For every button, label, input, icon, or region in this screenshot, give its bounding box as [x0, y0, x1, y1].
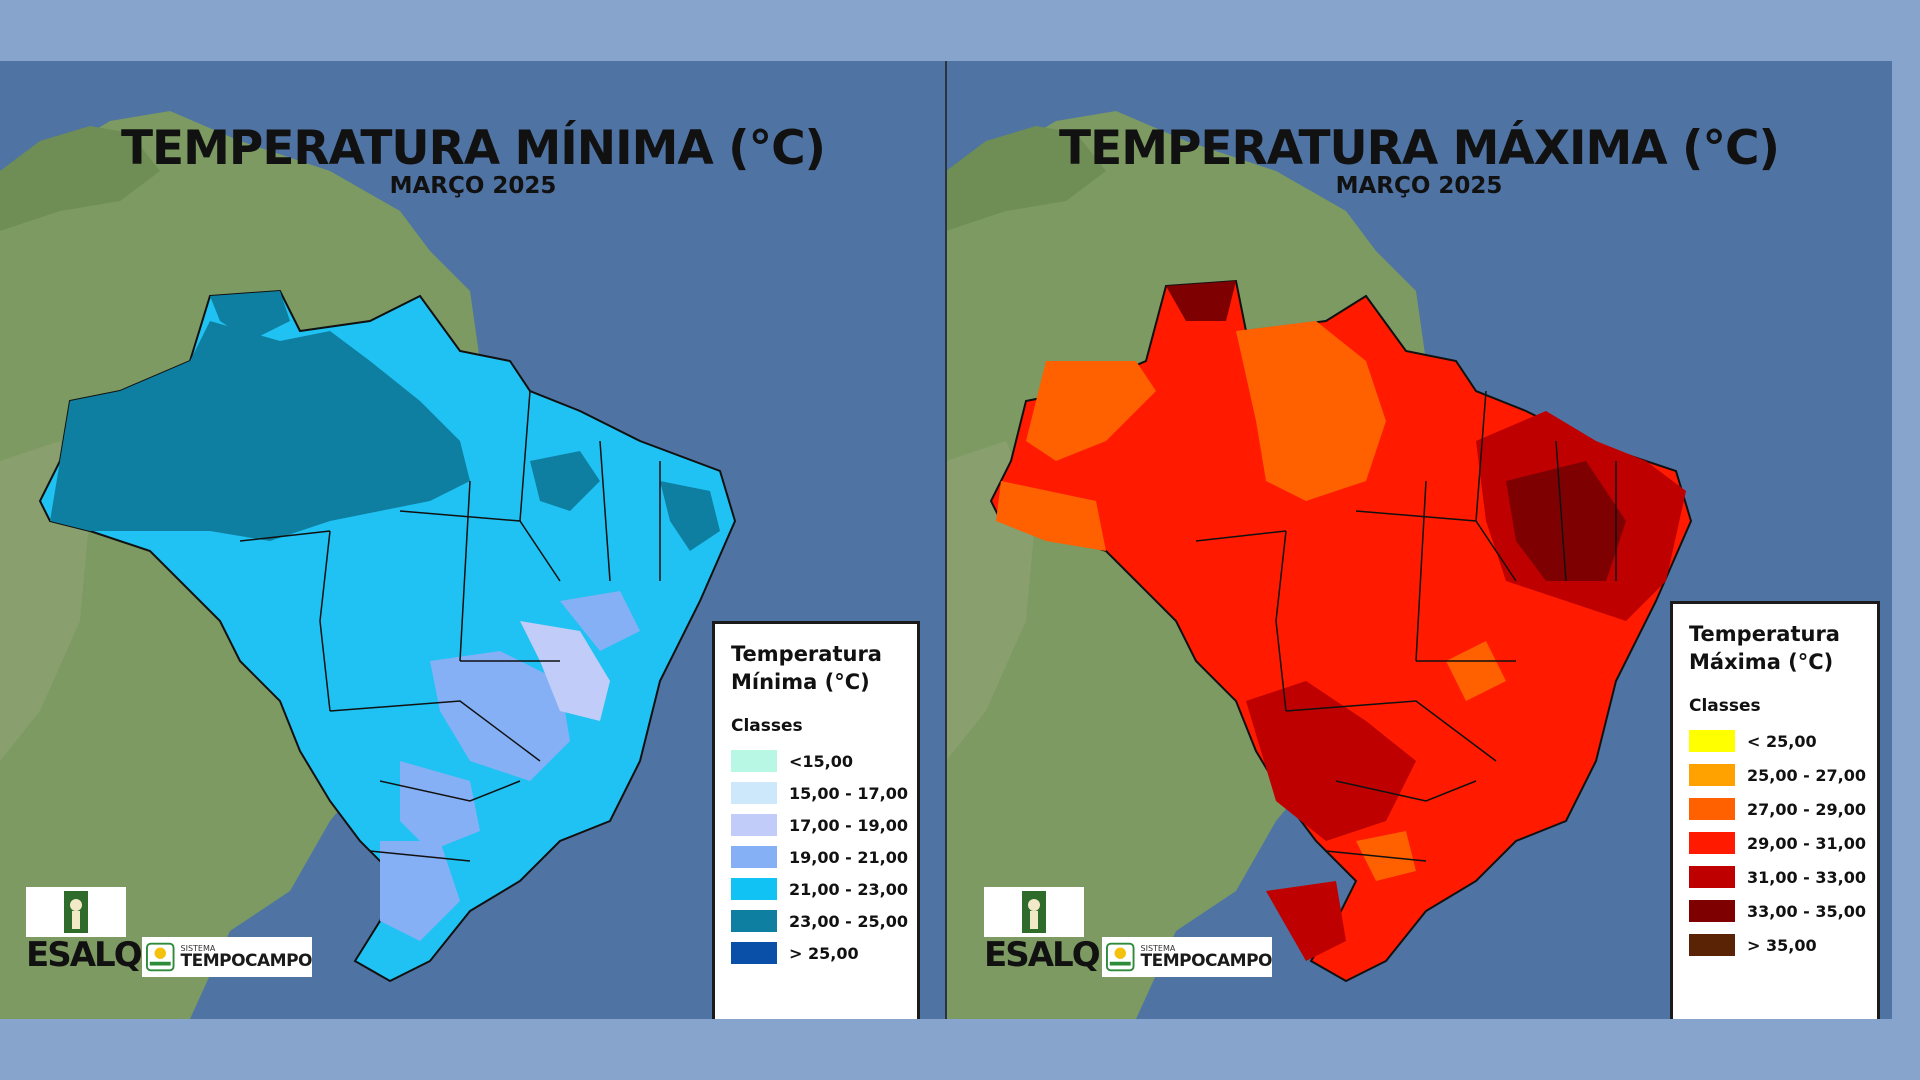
legend-swatch: [731, 878, 777, 900]
legend-swatch: [1689, 798, 1735, 820]
seal-icon: [64, 891, 88, 933]
legend-classes-label: Classes: [731, 716, 803, 736]
legend-item-label: > 25,00: [789, 943, 859, 963]
legend-item-label: 17,00 - 19,00: [789, 815, 908, 835]
seal-icon: [1022, 891, 1046, 933]
legend-swatch: [731, 910, 777, 932]
legend-item-label: > 35,00: [1747, 935, 1817, 955]
legend-item: 15,00 - 17,00: [731, 782, 908, 804]
legend-item-label: 23,00 - 25,00: [789, 911, 908, 931]
legend-item: 33,00 - 35,00: [1689, 900, 1866, 922]
tempocampo-icon: [1106, 942, 1135, 972]
tempocampo-wordmark: TEMPOCAMPO: [180, 950, 313, 971]
minimum-temperature-map: [0, 61, 946, 1019]
legend-item: <15,00: [731, 750, 853, 772]
legend-item: 21,00 - 23,00: [731, 878, 908, 900]
legend-item-label: 27,00 - 29,00: [1747, 799, 1866, 819]
panel-divider: [945, 61, 947, 1019]
map-title: TEMPERATURA MÍNIMA (°C): [120, 121, 826, 176]
esalq-emblem: [984, 887, 1084, 937]
legend-item-label: 21,00 - 23,00: [789, 879, 908, 899]
legend-swatch: [1689, 730, 1735, 752]
map-panel-maximum: TEMPERATURA MÁXIMA (°C) MARÇO 2025 Tempe…: [946, 61, 1892, 1019]
legend-item: 31,00 - 33,00: [1689, 866, 1866, 888]
legend-box: Temperatura Mínima (°C) Classes <15,00 1…: [712, 621, 920, 1019]
tempocampo-logo: SISTEMA TEMPOCAMPO: [1102, 937, 1272, 977]
legend-item-label: 25,00 - 27,00: [1747, 765, 1866, 785]
legend-swatch: [731, 846, 777, 868]
maximum-temperature-map: [946, 61, 1892, 1019]
map-subtitle: MARÇO 2025: [1335, 173, 1503, 199]
esalq-wordmark: ESALQ: [984, 935, 1101, 975]
legend-classes-label: Classes: [1689, 696, 1761, 716]
legend-item-label: <15,00: [789, 751, 854, 771]
legend-title-line1: Temperatura: [731, 642, 882, 666]
legend-item: > 35,00: [1689, 934, 1817, 956]
legend-swatch: [731, 814, 777, 836]
tempocampo-icon: [146, 942, 175, 972]
esalq-logo: ESALQ: [26, 887, 143, 975]
legend-swatch: [731, 782, 777, 804]
legend-item: 29,00 - 31,00: [1689, 832, 1866, 854]
legend-item: 25,00 - 27,00: [1689, 764, 1866, 786]
tempocampo-logo: SISTEMA TEMPOCAMPO: [142, 937, 312, 977]
legend-item: 17,00 - 19,00: [731, 814, 908, 836]
legend-title-line1: Temperatura: [1689, 622, 1840, 646]
legend-box: Temperatura Máxima (°C) Classes < 25,00 …: [1670, 601, 1880, 1019]
legend-item: 23,00 - 25,00: [731, 910, 908, 932]
tempocampo-wordmark: TEMPOCAMPO: [1140, 950, 1273, 971]
legend-swatch: [1689, 866, 1735, 888]
esalq-wordmark: ESALQ: [26, 935, 143, 975]
tempocampo-small: SISTEMA: [180, 943, 216, 953]
legend-item-label: 31,00 - 33,00: [1747, 867, 1866, 887]
esalq-emblem: [26, 887, 126, 937]
legend-item: > 25,00: [731, 942, 859, 964]
legend-swatch: [1689, 764, 1735, 786]
map-panel-minimum: TEMPERATURA MÍNIMA (°C) MARÇO 2025 Tempe…: [0, 61, 946, 1019]
legend-title-line2: Máxima (°C): [1689, 650, 1834, 674]
legend-item: < 25,00: [1689, 730, 1817, 752]
esalq-logo: ESALQ: [984, 887, 1101, 975]
legend-item-label: 33,00 - 35,00: [1747, 901, 1866, 921]
legend-title-line2: Mínima (°C): [731, 670, 870, 694]
legend-item-label: < 25,00: [1747, 731, 1817, 751]
legend-swatch: [731, 750, 777, 772]
legend-item: 19,00 - 21,00: [731, 846, 908, 868]
legend-item: 27,00 - 29,00: [1689, 798, 1866, 820]
legend-swatch: [731, 942, 777, 964]
legend-item-label: 29,00 - 31,00: [1747, 833, 1866, 853]
legend-item-label: 15,00 - 17,00: [789, 783, 908, 803]
map-title: TEMPERATURA MÁXIMA (°C): [1059, 121, 1780, 176]
tempocampo-small: SISTEMA: [1140, 943, 1176, 953]
legend-swatch: [1689, 832, 1735, 854]
legend-swatch: [1689, 900, 1735, 922]
legend-item-label: 19,00 - 21,00: [789, 847, 908, 867]
map-subtitle: MARÇO 2025: [389, 173, 557, 199]
legend-swatch: [1689, 934, 1735, 956]
